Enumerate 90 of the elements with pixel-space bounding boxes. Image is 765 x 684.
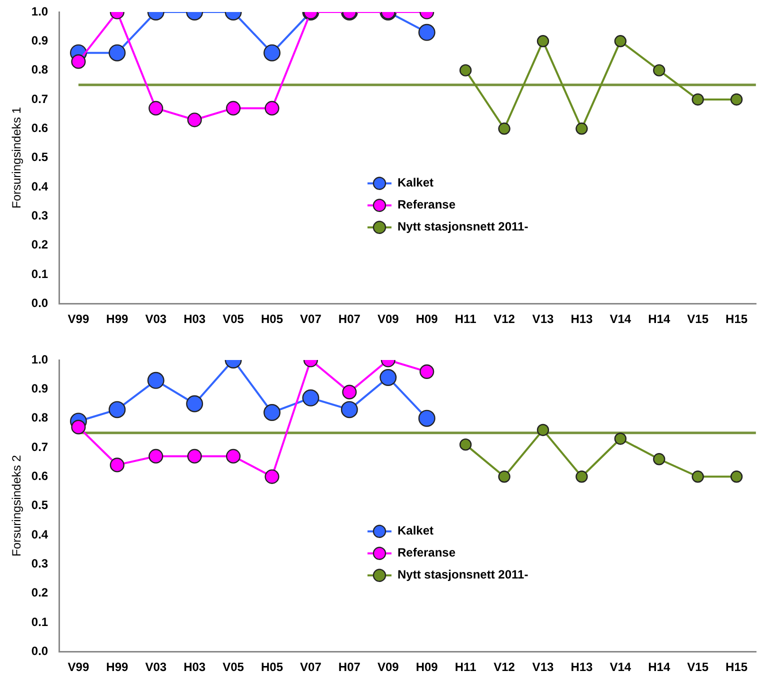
y-tick-label: 0.0	[31, 296, 48, 310]
point	[692, 470, 704, 483]
x-tick-label: V12	[494, 660, 516, 674]
y-tick-label: 0.5	[31, 498, 48, 512]
y-tick-label: 0.4	[31, 527, 48, 542]
point	[264, 469, 280, 484]
point	[614, 432, 627, 445]
y-tick-label: 0.8	[31, 62, 48, 77]
point	[226, 448, 241, 464]
x-tick-label: H11	[454, 660, 477, 674]
y-tick-label: 0.9	[31, 33, 48, 48]
y-tick-label: 0.3	[31, 208, 48, 222]
point	[148, 448, 164, 464]
x-tick-label: H05	[260, 660, 284, 674]
x-tick-label: H09	[416, 660, 438, 674]
y-tick-label: 0.3	[31, 556, 48, 570]
x-tick-label: H15	[726, 312, 748, 326]
x-tick-label: V12	[494, 312, 516, 326]
legend-label: Nytt stasjonsnett 2011-	[397, 568, 528, 582]
x-tick-label: H09	[416, 312, 438, 326]
point	[302, 389, 320, 406]
point	[71, 420, 86, 434]
x-tick-label: V05	[222, 312, 244, 326]
point	[730, 470, 743, 483]
x-tick-label: V99	[68, 660, 90, 674]
point	[653, 453, 666, 466]
x-tick-label: V09	[377, 312, 400, 326]
x-tick-label: H14	[648, 660, 670, 674]
legend-label: Referanse	[397, 546, 456, 560]
x-tick-label: V03	[145, 660, 167, 674]
point	[264, 404, 280, 421]
point	[498, 470, 510, 483]
legend-label: Kalket	[397, 176, 434, 190]
x-tick-label: V05	[222, 660, 244, 674]
y-tick-label: 0.2	[31, 586, 48, 600]
y-tick-label: 0.1	[31, 614, 48, 629]
x-tick-label: H03	[184, 312, 206, 326]
x-tick-label: H07	[338, 312, 361, 326]
y-tick-label: 0.0	[31, 644, 48, 658]
x-tick-label: V07	[300, 660, 322, 674]
x-tick-label: V15	[687, 312, 709, 326]
x-tick-label: H14	[648, 312, 670, 326]
x-tick-label: V13	[532, 660, 554, 674]
point	[187, 448, 202, 464]
legend-label: Referanse	[397, 198, 456, 212]
x-tick-label: V03	[145, 312, 167, 326]
y-axis-title: Forsuringsindeks 2	[10, 454, 24, 556]
point	[147, 372, 164, 389]
legend-label: Nytt stasjonsnett 2011-	[397, 220, 528, 234]
y-tick-label: 0.9	[31, 381, 48, 396]
x-tick-label: H15	[726, 660, 748, 674]
point	[459, 438, 472, 451]
x-tick-label: V07	[300, 312, 322, 326]
point	[108, 401, 126, 418]
x-tick-label: H05	[260, 312, 284, 326]
y-tick-label: 0.7	[31, 92, 48, 106]
x-tick-label: H11	[454, 312, 477, 326]
x-tick-label: V09	[377, 660, 400, 674]
x-tick-label: V14	[610, 660, 632, 674]
y-tick-label: 0.1	[31, 266, 48, 281]
y-tick-label: 0.4	[31, 179, 48, 194]
point	[536, 424, 550, 436]
x-tick-label: H07	[338, 660, 361, 674]
point	[420, 364, 434, 379]
y-axis-title: Forsuringsindeks 1	[10, 106, 24, 208]
x-tick-label: H99	[106, 660, 128, 674]
x-tick-label: V13	[532, 312, 554, 326]
x-tick-label: V15	[687, 660, 709, 674]
point	[340, 401, 358, 418]
legend-label: Kalket	[397, 524, 434, 538]
point	[418, 410, 436, 427]
x-tick-label: H13	[570, 660, 594, 674]
x-tick-label: H13	[570, 312, 594, 326]
point	[186, 395, 204, 412]
point	[380, 368, 397, 386]
y-tick-label: 0.6	[31, 468, 48, 483]
point	[576, 470, 588, 483]
y-tick-label: 1.0	[31, 352, 48, 366]
y-tick-label: 0.7	[31, 440, 48, 454]
x-tick-label: V14	[610, 312, 632, 326]
x-tick-label: H99	[106, 312, 128, 326]
y-tick-label: 0.5	[31, 150, 48, 164]
x-tick-label: H03	[184, 660, 206, 674]
y-tick-label: 0.8	[31, 410, 48, 425]
point	[342, 384, 357, 400]
y-tick-label: 0.2	[31, 238, 48, 252]
y-tick-label: 1.0	[31, 4, 48, 18]
x-tick-label: V99	[68, 312, 90, 326]
point	[110, 458, 124, 472]
y-tick-label: 0.6	[31, 120, 48, 135]
